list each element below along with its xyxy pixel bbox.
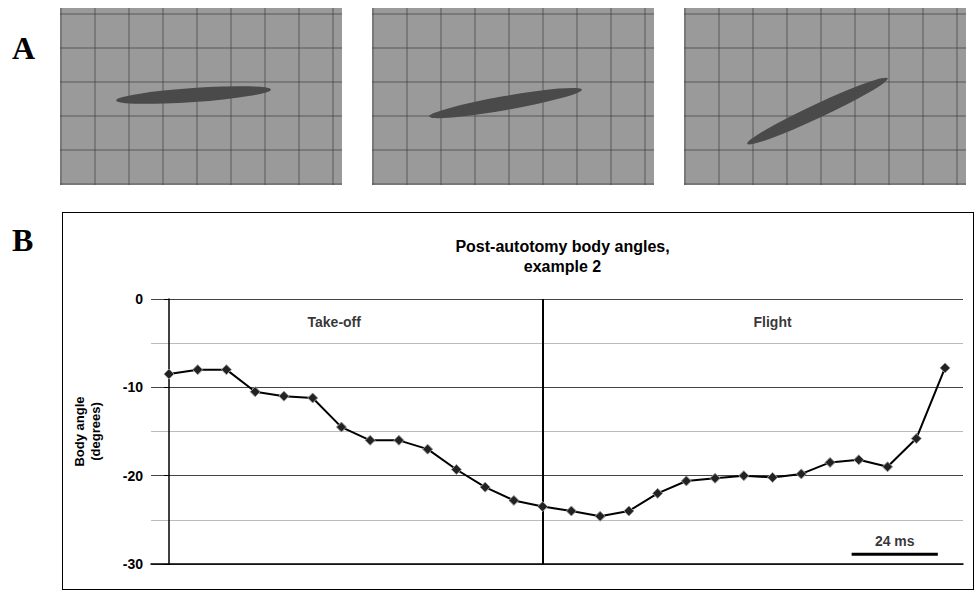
svg-text:0: 0 (135, 291, 143, 307)
svg-text:-10: -10 (123, 379, 143, 395)
svg-text:example 2: example 2 (524, 258, 601, 275)
svg-text:Take-off: Take-off (308, 314, 362, 330)
html-text:B: B (12, 222, 34, 258)
svg-text:(degrees): (degrees) (88, 402, 103, 461)
svg-text:24 ms: 24 ms (875, 533, 915, 549)
svg-text:Post-autotomy body angles,: Post-autotomy body angles, (455, 238, 669, 255)
html-text:A: A (12, 30, 36, 66)
svg-text:-20: -20 (123, 468, 143, 484)
svg-text:Flight: Flight (754, 314, 792, 330)
svg-text:Body angle: Body angle (72, 396, 87, 466)
svg-text:-30: -30 (123, 556, 143, 572)
